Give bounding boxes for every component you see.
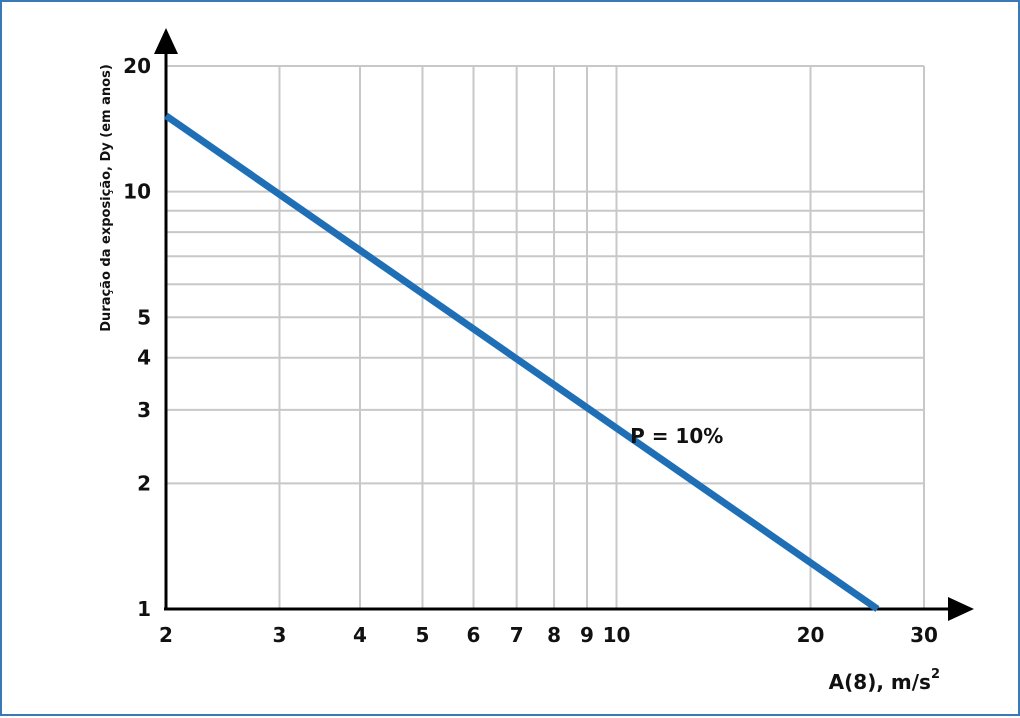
x-axis-label: A(8), m/s2 [829,667,940,694]
x-tick-label: 6 [467,623,481,647]
y-tick-label: 1 [137,597,151,621]
x-axis-arrow-icon [948,597,974,621]
y-tick-label: 20 [123,54,151,78]
x-tick-label: 4 [353,623,367,647]
x-tick-label: 30 [910,623,938,647]
annotations: P = 10% [630,424,723,448]
grid-lines [166,65,925,609]
series-annotation: P = 10% [630,424,723,448]
series-group [164,112,880,612]
x-tick-label: 9 [580,623,594,647]
x-axis-label-superscript: 2 [931,667,940,682]
x-tick-label: 10 [603,623,631,647]
x-tick-label: 3 [273,623,287,647]
y-tick-label: 10 [123,180,151,204]
y-tick-label: 2 [137,471,151,495]
y-tick-label: 4 [137,346,151,370]
y-axis-arrow-icon [154,28,178,54]
y-axis-label: Duração da exposição, Dy (em anos) [99,64,114,332]
y-tick-label: 5 [137,305,151,329]
series-line [164,112,880,612]
x-axis-label-text: A(8), m/s [829,670,931,694]
x-tick-label: 2 [159,623,173,647]
x-tick-label: 8 [547,623,561,647]
x-tick-label: 20 [797,623,825,647]
axes [154,28,974,621]
y-tick-label: 3 [137,398,151,422]
x-tick-label: 7 [510,623,524,647]
x-tick-label: 5 [416,623,430,647]
